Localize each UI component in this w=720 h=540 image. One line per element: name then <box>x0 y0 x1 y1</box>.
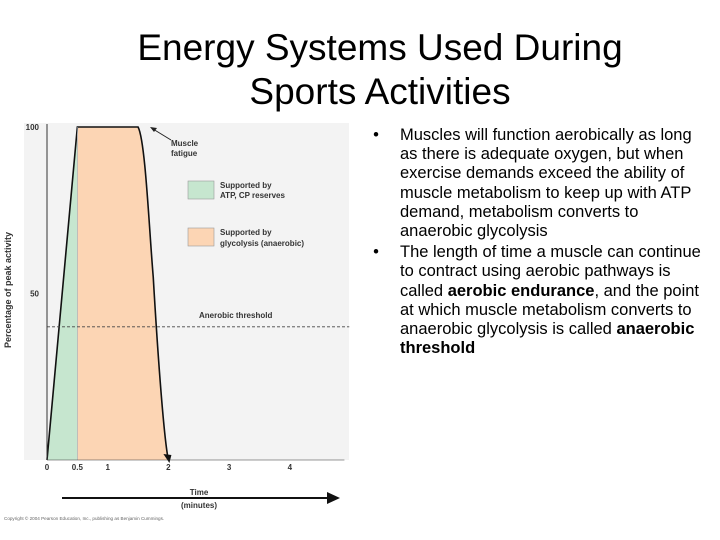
title-line-1: Energy Systems Used During <box>137 27 623 68</box>
time-caption-line2: (minutes) <box>181 501 217 510</box>
x-tick-label: 0 <box>45 463 50 472</box>
bullet-text-2-mid: , and the point at which muscle metaboli… <box>400 281 700 339</box>
chart-marks: 0 0.5 1 2 3 4 100 50 <box>26 123 350 472</box>
chart-svg: 0 0.5 1 2 3 4 100 50 Percentage of peak activit… <box>3 123 350 521</box>
bullet-text-1: Muscles will function aerobically as lon… <box>400 126 692 241</box>
muscle-fatigue-label-line1: Muscle <box>171 139 199 148</box>
y-axis-label: Percentage of peak activity <box>3 232 13 348</box>
bullet-marker: • <box>373 243 379 262</box>
muscle-fatigue-arrowhead <box>150 127 157 132</box>
legend-label-atp-line1: Supported by <box>220 181 272 190</box>
bullet-item-2: • The length of time a muscle can contin… <box>366 243 711 358</box>
time-arrow-head <box>327 492 340 504</box>
legend-label-glycolysis-line1: Supported by <box>220 228 272 237</box>
legend-label-atp-line2: ATP, CP reserves <box>220 191 285 200</box>
x-tick-label: 1 <box>105 463 110 472</box>
term-anaerobic-threshold: anaerobic threshold <box>400 320 695 358</box>
bullet-list: • Muscles will function aerobically as l… <box>366 126 711 360</box>
y-tick-label: 100 <box>26 123 40 132</box>
bullet-text-2-pre: The length of time a muscle can continue… <box>400 243 701 300</box>
y-tick-label: 50 <box>30 290 39 299</box>
term-aerobic-endurance: aerobic endurance <box>447 281 595 300</box>
curve-arrowhead <box>163 454 172 463</box>
legend-swatch-atp <box>187 180 215 200</box>
legend-label-glycolysis-line2: glycolysis (anaerobic) <box>220 239 304 248</box>
time-caption-line1: Time <box>190 488 209 497</box>
bullet-marker: • <box>373 126 379 144</box>
anaerobic-threshold-label: Anerobic threshold <box>199 311 272 320</box>
x-tick-label: 3 <box>227 463 232 472</box>
legend: Supported by ATP, CP reserves Supported … <box>187 180 304 248</box>
area-glycolysis <box>77 127 169 460</box>
x-tick-label: 0.5 <box>72 463 84 472</box>
muscle-fatigue-label-line2: fatigue <box>171 149 198 158</box>
title-line-2: Sports Activities <box>249 71 511 112</box>
muscle-fatigue-arrow <box>152 128 172 141</box>
legend-swatch-glycolysis <box>187 227 215 247</box>
x-tick-label: 2 <box>166 463 171 472</box>
energy-systems-chart: 0 0.5 1 2 3 4 100 50 Percentage of peak activit… <box>0 118 360 528</box>
activity-curve <box>46 126 170 461</box>
copyright-text: Copyright © 2004 Pearson Education, Inc.… <box>4 515 164 521</box>
slide-title: Energy Systems Used During Sports Activi… <box>40 26 720 114</box>
x-tick-label: 4 <box>288 463 293 472</box>
bullet-item-1: • Muscles will function aerobically as l… <box>366 126 711 241</box>
